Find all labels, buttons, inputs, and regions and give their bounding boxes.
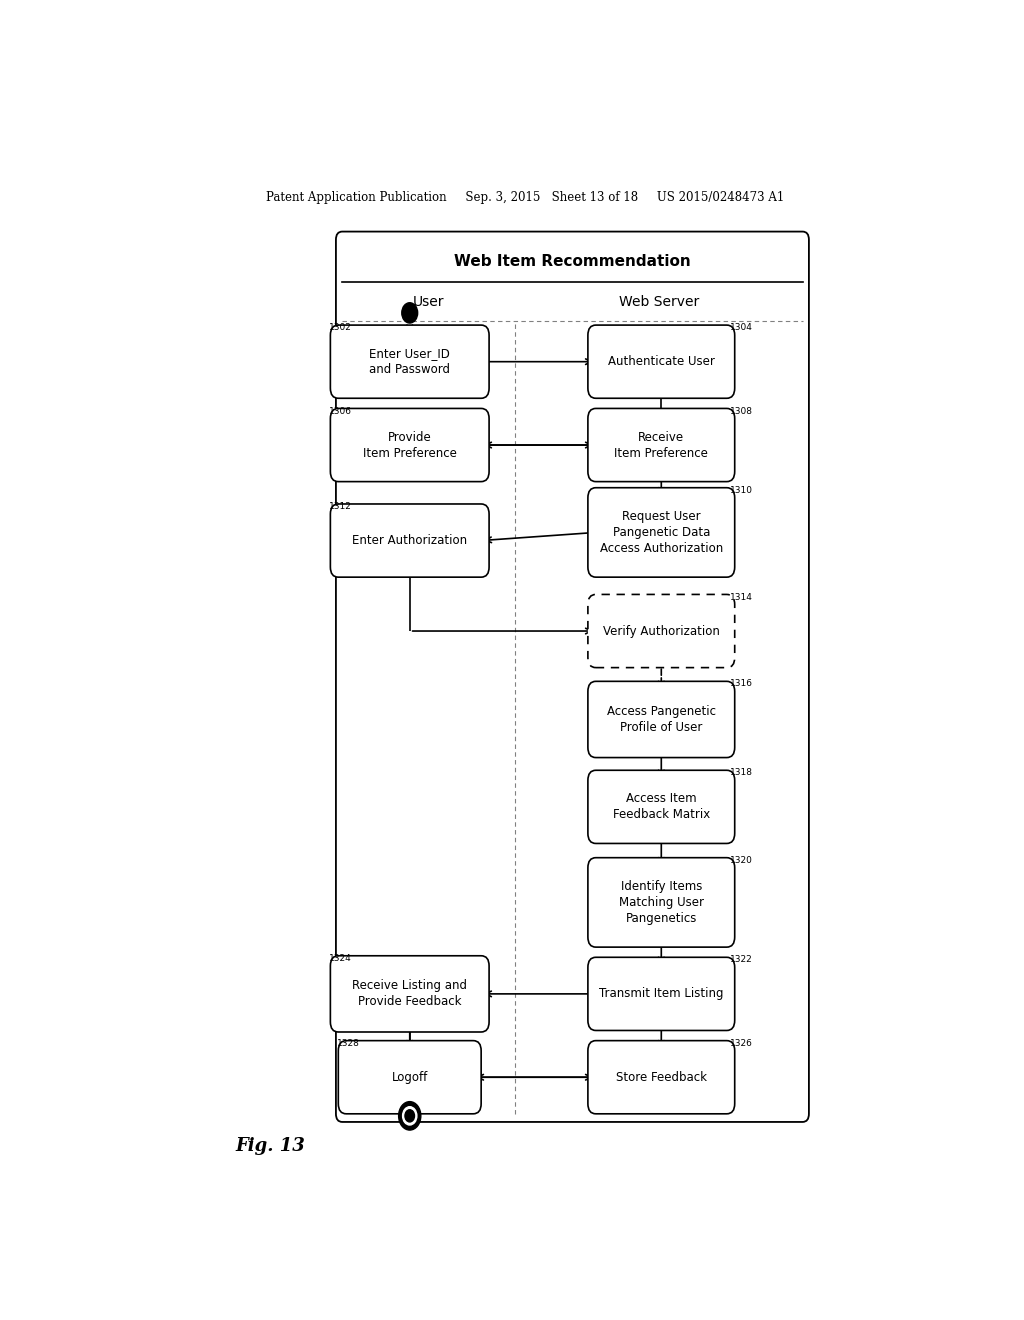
FancyBboxPatch shape — [588, 957, 734, 1031]
Text: Transmit Item Listing: Transmit Item Listing — [599, 987, 724, 1001]
FancyBboxPatch shape — [331, 325, 489, 399]
Text: Access Item
Feedback Matrix: Access Item Feedback Matrix — [612, 792, 710, 821]
FancyBboxPatch shape — [331, 956, 489, 1032]
Text: Receive Listing and
Provide Feedback: Receive Listing and Provide Feedback — [352, 979, 467, 1008]
Text: 1326: 1326 — [730, 1039, 753, 1048]
FancyBboxPatch shape — [331, 504, 489, 577]
Text: Enter Authorization: Enter Authorization — [352, 535, 467, 546]
FancyBboxPatch shape — [336, 231, 809, 1122]
Text: 1318: 1318 — [730, 768, 753, 777]
Circle shape — [402, 1106, 417, 1125]
Text: User: User — [413, 294, 444, 309]
Text: Provide
Item Preference: Provide Item Preference — [362, 430, 457, 459]
Text: 1312: 1312 — [329, 502, 351, 511]
Text: Web Item Recommendation: Web Item Recommendation — [454, 253, 691, 268]
Text: 1310: 1310 — [730, 486, 753, 495]
Text: 1320: 1320 — [730, 855, 753, 865]
Text: 1322: 1322 — [730, 956, 753, 965]
Text: 1324: 1324 — [329, 954, 351, 962]
FancyBboxPatch shape — [588, 408, 734, 482]
Text: 1304: 1304 — [730, 323, 753, 333]
Text: 1308: 1308 — [730, 407, 753, 416]
Text: Store Feedback: Store Feedback — [615, 1071, 707, 1084]
FancyBboxPatch shape — [588, 858, 734, 948]
Circle shape — [398, 1102, 421, 1130]
Circle shape — [401, 302, 418, 323]
Text: Access Pangenetic
Profile of User: Access Pangenetic Profile of User — [607, 705, 716, 734]
FancyBboxPatch shape — [338, 1040, 481, 1114]
FancyBboxPatch shape — [588, 681, 734, 758]
Text: 1314: 1314 — [730, 593, 753, 602]
FancyBboxPatch shape — [331, 408, 489, 482]
Text: Logoff: Logoff — [391, 1071, 428, 1084]
FancyBboxPatch shape — [588, 487, 734, 577]
Text: Web Server: Web Server — [618, 294, 699, 309]
FancyBboxPatch shape — [588, 771, 734, 843]
Text: 1306: 1306 — [329, 407, 352, 416]
Circle shape — [404, 1110, 415, 1122]
Text: Patent Application Publication     Sep. 3, 2015   Sheet 13 of 18     US 2015/024: Patent Application Publication Sep. 3, 2… — [265, 190, 784, 203]
Text: Enter User_ID
and Password: Enter User_ID and Password — [370, 347, 451, 376]
Text: Identify Items
Matching User
Pangenetics: Identify Items Matching User Pangenetics — [618, 880, 703, 925]
FancyBboxPatch shape — [588, 594, 734, 668]
Text: 1316: 1316 — [730, 680, 753, 689]
Text: Request User
Pangenetic Data
Access Authorization: Request User Pangenetic Data Access Auth… — [600, 510, 723, 554]
Text: Fig. 13: Fig. 13 — [236, 1138, 305, 1155]
Text: Receive
Item Preference: Receive Item Preference — [614, 430, 709, 459]
Text: Verify Authorization: Verify Authorization — [603, 624, 720, 638]
FancyBboxPatch shape — [588, 325, 734, 399]
Text: 1302: 1302 — [329, 323, 351, 333]
Text: 1328: 1328 — [337, 1039, 359, 1048]
Text: Authenticate User: Authenticate User — [608, 355, 715, 368]
FancyBboxPatch shape — [588, 1040, 734, 1114]
